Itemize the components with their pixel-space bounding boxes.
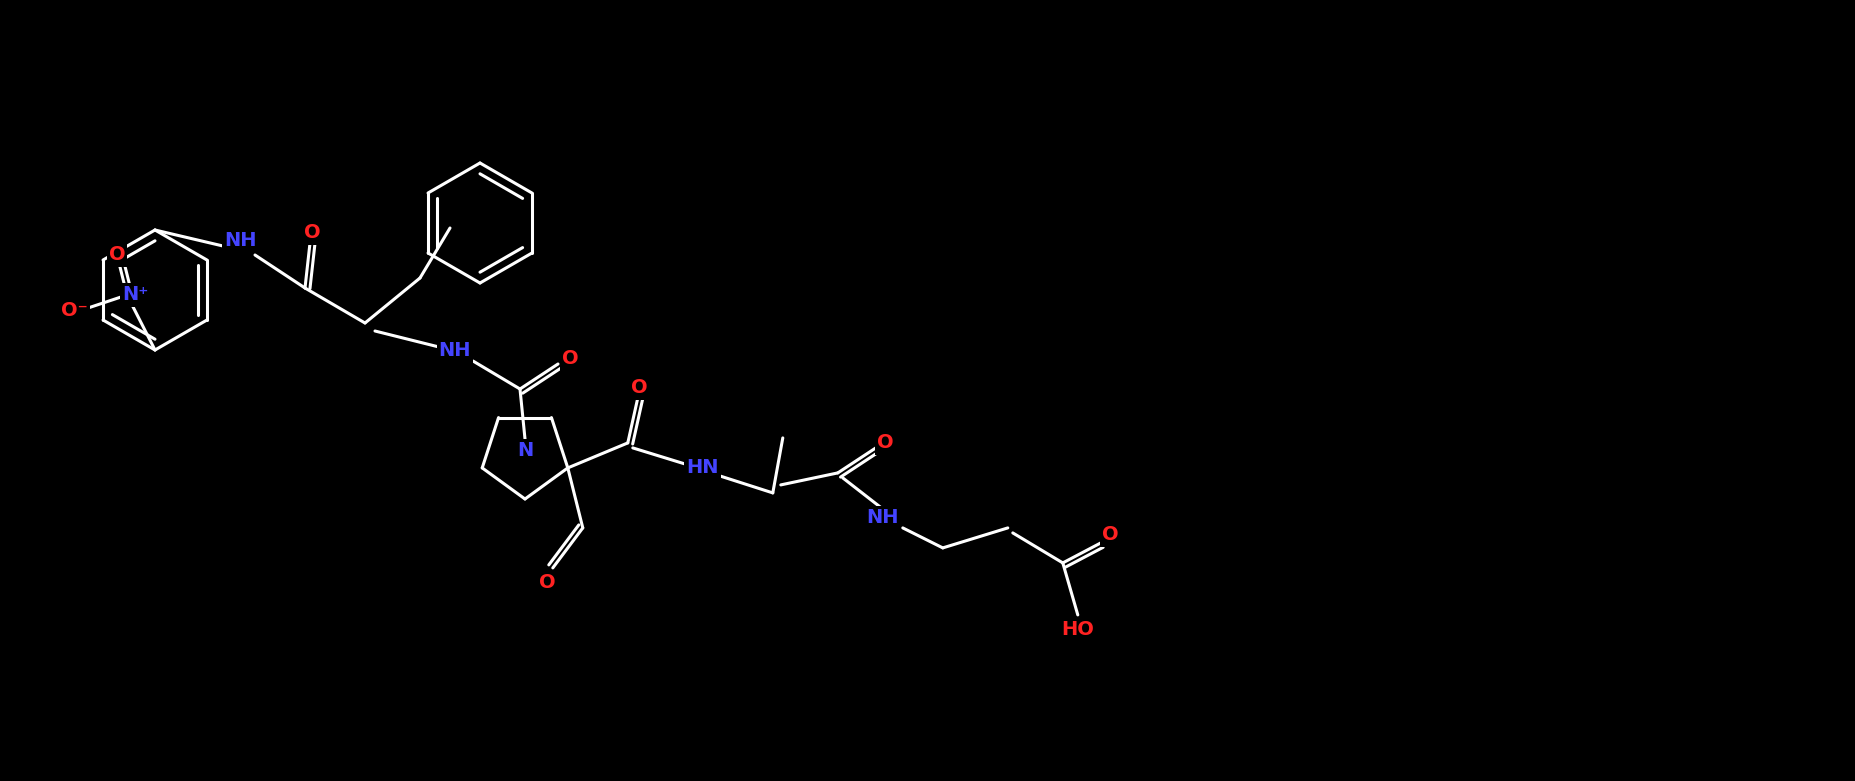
Text: N: N: [518, 441, 532, 461]
Text: O: O: [562, 350, 579, 369]
Text: N⁺: N⁺: [122, 286, 148, 305]
Text: O: O: [1102, 526, 1119, 544]
Text: O: O: [540, 573, 556, 593]
Text: HO: HO: [1061, 620, 1094, 640]
Text: O: O: [109, 245, 126, 265]
Text: NH: NH: [440, 341, 471, 361]
Text: NH: NH: [224, 230, 256, 249]
Text: NH: NH: [866, 508, 900, 527]
Text: O⁻: O⁻: [61, 301, 87, 319]
Text: O: O: [304, 223, 321, 242]
Text: O: O: [631, 379, 647, 398]
Text: O: O: [877, 433, 894, 452]
Text: HN: HN: [686, 458, 720, 477]
